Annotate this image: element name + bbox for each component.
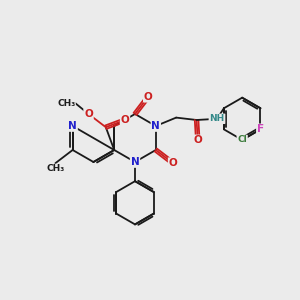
Text: N: N bbox=[68, 121, 77, 131]
Text: O: O bbox=[169, 158, 177, 168]
Text: N: N bbox=[130, 157, 140, 167]
Text: O: O bbox=[194, 135, 202, 146]
Text: NH: NH bbox=[209, 114, 225, 123]
Text: O: O bbox=[121, 115, 129, 125]
Text: F: F bbox=[257, 124, 264, 134]
Text: Cl: Cl bbox=[237, 135, 247, 144]
Text: N: N bbox=[152, 121, 160, 131]
Text: O: O bbox=[144, 92, 153, 102]
Text: CH₃: CH₃ bbox=[46, 164, 64, 173]
Text: CH₃: CH₃ bbox=[57, 99, 75, 108]
Text: O: O bbox=[84, 109, 93, 119]
